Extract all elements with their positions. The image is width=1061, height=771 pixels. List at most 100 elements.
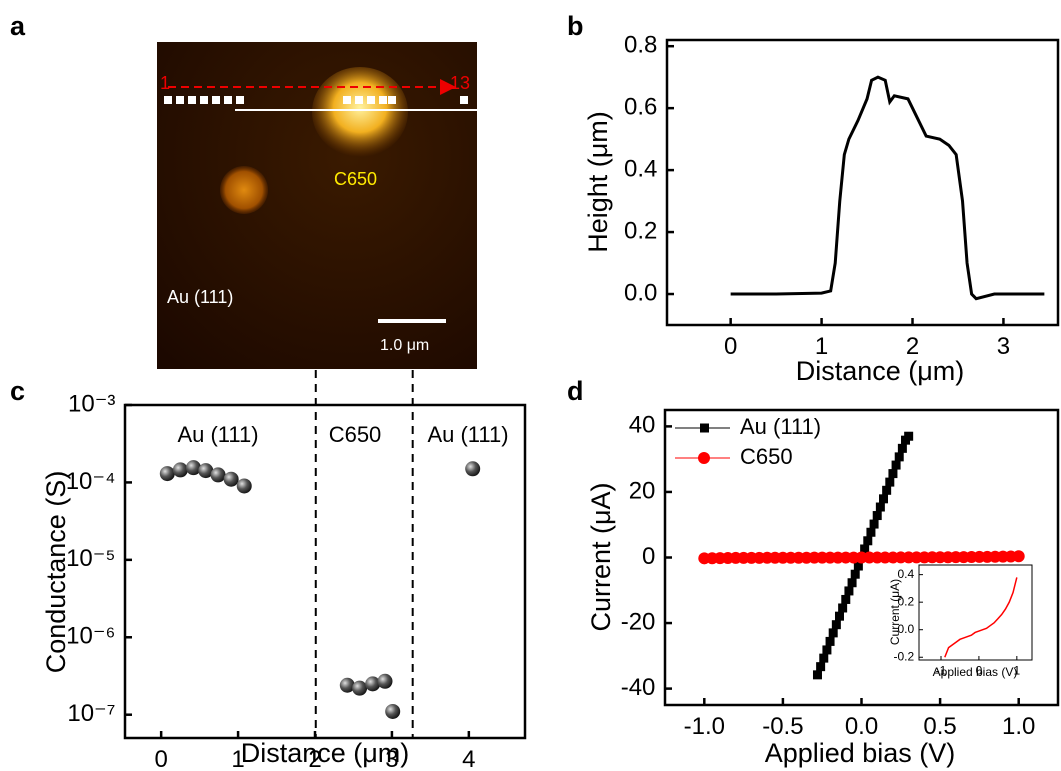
y-tick-label: 0.8 [624, 32, 657, 59]
plot-frame [918, 564, 1033, 661]
point [812, 670, 822, 680]
point [210, 467, 226, 483]
y-tick-label: -0.2 [894, 649, 915, 663]
x-tick-label: -0.5 [762, 713, 803, 740]
x-tick-label: 0 [154, 746, 167, 771]
point [339, 677, 355, 693]
legend-marker [700, 423, 709, 433]
point [872, 511, 882, 521]
point [897, 443, 907, 453]
start-label: 1 [160, 73, 170, 93]
point [869, 519, 879, 529]
y-tick-label: 0 [642, 543, 655, 570]
point [853, 561, 863, 571]
x-tick-label: 0 [976, 664, 983, 678]
plot-frame [665, 38, 1060, 327]
point [1012, 550, 1025, 563]
point [888, 469, 898, 479]
point [894, 452, 904, 462]
point [904, 431, 914, 441]
x-tick-label: 3 [997, 333, 1010, 360]
x-axis-label: Distance (μm) [796, 356, 965, 386]
panel-label: d [567, 376, 584, 406]
x-tick-label: 3 [385, 746, 398, 771]
x-tick-label: 0 [724, 333, 737, 360]
point [879, 494, 889, 504]
region-label: C650 [329, 422, 382, 447]
panel-label: a [10, 11, 26, 41]
x-tick-label: 1 [1013, 664, 1020, 678]
point [385, 703, 401, 719]
point [185, 460, 201, 476]
y-tick-label: 10⁻³ [68, 390, 115, 417]
y-tick-label: 0.4 [624, 155, 657, 182]
y-tick-label: 10⁻⁵ [66, 545, 115, 572]
y-tick-label: 0.0 [898, 622, 915, 636]
point [863, 536, 873, 546]
y-tick-label: 0.2 [898, 594, 915, 608]
region-label: Au (111) [177, 422, 258, 447]
y-tick-label: -40 [621, 674, 656, 701]
point [159, 466, 175, 482]
plot-frame [123, 403, 527, 740]
x-tick-label: 4 [462, 746, 475, 771]
data-line [944, 577, 1018, 658]
point [365, 676, 381, 692]
x-tick-label: 1 [231, 746, 244, 771]
data-line [730, 75, 1045, 301]
y-axis-label: Current (μA) [586, 482, 616, 631]
point [816, 662, 826, 672]
point [198, 463, 214, 479]
legend-marker [698, 452, 710, 464]
point [831, 620, 841, 630]
x-tick-label: -1.0 [684, 713, 725, 740]
substrate-label: Au (111) [167, 287, 233, 307]
y-tick-label: 20 [629, 477, 656, 504]
point [838, 603, 848, 613]
point [850, 569, 860, 579]
end-label: 13 [450, 73, 470, 93]
point [819, 653, 829, 663]
point [465, 461, 481, 477]
point [860, 544, 870, 554]
point [822, 645, 832, 655]
point [834, 611, 844, 621]
point [844, 586, 854, 596]
x-tick-label: 2 [308, 746, 321, 771]
point [236, 478, 252, 494]
y-tick-label: 40 [629, 412, 656, 439]
x-tick-label: 0.0 [845, 713, 878, 740]
region-label: Au (111) [427, 422, 508, 447]
x-axis-label: Applied bias (V) [765, 738, 956, 768]
x-tick-label: 1 [815, 333, 828, 360]
panel-label: c [10, 376, 25, 406]
y-axis-label: Height (μm) [583, 111, 613, 253]
y-tick-label: 0.6 [624, 93, 657, 120]
point [847, 578, 857, 588]
panel-label: b [567, 11, 584, 41]
afm-image [157, 42, 477, 369]
y-axis-label: Conductance (S) [41, 471, 71, 674]
point [825, 636, 835, 646]
y-tick-label: -20 [621, 608, 656, 635]
y-tick-label: 10⁻⁶ [66, 623, 115, 650]
point [891, 460, 901, 470]
scale-bar-label: 1.0 μm [380, 337, 429, 354]
x-tick-label: -1 [936, 664, 947, 678]
point [885, 477, 895, 487]
point [875, 502, 885, 512]
x-axis-label: Applied bias (V) [933, 665, 1018, 679]
y-tick-label: 10⁻⁴ [66, 468, 116, 495]
point [223, 471, 239, 487]
point [828, 628, 838, 638]
legend-label: C650 [740, 444, 793, 469]
point [172, 462, 188, 478]
x-tick-label: 0.5 [923, 713, 956, 740]
point [841, 594, 851, 604]
point [352, 680, 368, 696]
particle-label: C650 [334, 169, 377, 189]
y-tick-label: 10⁻⁷ [67, 700, 115, 727]
x-axis-label: Distance (μm) [241, 738, 410, 768]
